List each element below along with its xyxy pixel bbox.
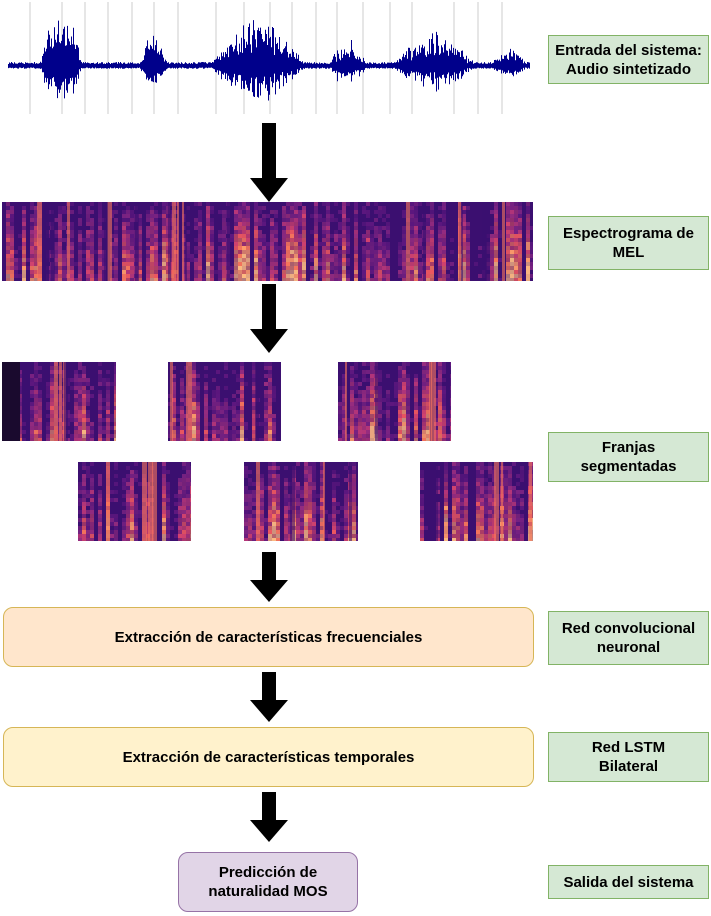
spectrogram-strip: [420, 462, 533, 541]
arrow-down-icon: [250, 284, 288, 353]
label-cnn: Red convolucional neuronal: [548, 611, 709, 665]
label-mel-spectrogram: Espectrograma de MEL: [548, 216, 709, 270]
spectrogram-strip: [78, 462, 191, 541]
spectrogram-strip: [244, 462, 358, 541]
spectrogram-strip: [338, 362, 451, 441]
label-input-audio: Entrada del sistema: Audio sintetizado: [548, 35, 709, 84]
temporal-feature-extraction: Extracción de características temporales: [3, 727, 534, 787]
frequency-feature-extraction: Extracción de características frecuencia…: [3, 607, 534, 667]
label-lstm: Red LSTM Bilateral: [548, 732, 709, 782]
arrow-down-icon: [250, 792, 288, 842]
spectrogram-strip: [2, 362, 116, 441]
label-segmented-strips: Franjas segmentadas: [548, 432, 709, 482]
mos-prediction: Predicción de naturalidad MOS: [178, 852, 358, 912]
arrow-down-icon: [250, 672, 288, 722]
mel-spectrogram: [2, 202, 533, 281]
arrow-down-icon: [250, 552, 288, 602]
spectrogram-strip: [168, 362, 281, 441]
label-output: Salida del sistema: [548, 865, 709, 899]
audio-waveform: [8, 2, 530, 114]
arrow-down-icon: [250, 123, 288, 202]
